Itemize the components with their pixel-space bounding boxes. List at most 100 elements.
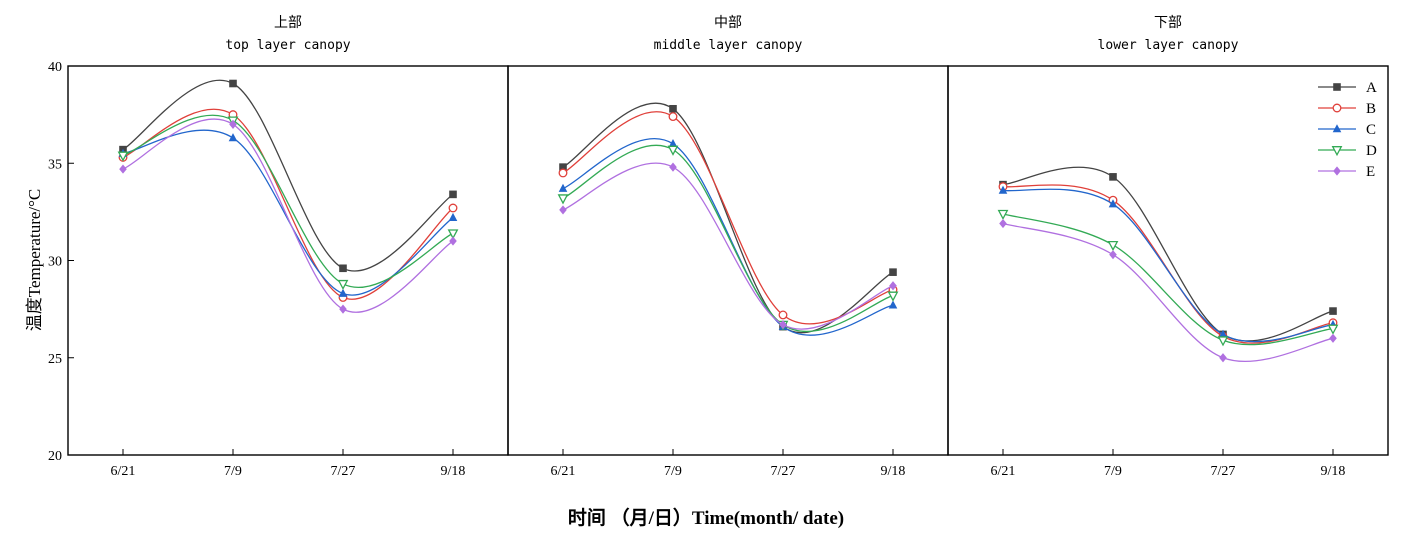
x-tick-label: 6/21	[551, 464, 576, 479]
series-line-A	[562, 102, 894, 334]
data-point-A	[449, 190, 457, 199]
data-point-A	[339, 264, 347, 273]
series-line-D	[562, 144, 894, 332]
legend-label-D: D	[1366, 143, 1377, 159]
x-tick-label: 9/18	[1321, 464, 1346, 479]
data-point-E	[559, 205, 567, 215]
data-point-E	[339, 304, 347, 314]
x-tick-label: 7/9	[1104, 464, 1122, 479]
data-point-E	[1329, 333, 1337, 343]
series-line-E	[122, 118, 454, 313]
data-point-A	[229, 79, 237, 88]
legend-marker-B	[1332, 103, 1342, 113]
series-line-A	[122, 79, 454, 272]
legend-label-C: C	[1366, 122, 1376, 138]
panel-title: 上部	[274, 15, 302, 31]
x-tick-label: 6/21	[991, 464, 1016, 479]
series-line-D	[122, 114, 454, 288]
data-point-B	[778, 310, 788, 320]
x-tick-label: 9/18	[881, 464, 906, 479]
x-tick-label: 7/27	[771, 464, 796, 479]
series-line-D	[1002, 213, 1334, 346]
legend-marker-A	[1333, 83, 1341, 91]
y-tick-label: 20	[48, 449, 62, 464]
x-tick-label: 7/9	[224, 464, 242, 479]
x-axis-title: 时间 （月/日）Time(month/ date)	[568, 506, 844, 529]
data-point-B	[558, 168, 568, 178]
panel-2: 中部 middle layer canopy 6/21 7/9 7/27 9/18	[507, 15, 949, 479]
plot-frame	[947, 65, 1389, 456]
legend-label-B: B	[1366, 101, 1376, 117]
y-axis-title: 温度Temperature/°C	[25, 189, 44, 332]
data-point-A	[889, 268, 897, 276]
data-point-E	[999, 218, 1007, 229]
series-line-C	[1002, 188, 1334, 343]
data-point-D	[667, 145, 679, 156]
x-tick-label: 7/27	[1211, 464, 1236, 479]
series-line-B	[1002, 184, 1334, 344]
data-point-D	[1107, 240, 1119, 252]
x-tick-label: 7/27	[331, 464, 356, 479]
data-point-A	[669, 104, 677, 113]
data-point-C	[448, 212, 458, 222]
legend-label-A: A	[1366, 80, 1377, 96]
panel-title: 中部	[714, 15, 742, 31]
plot-frame	[67, 65, 509, 456]
data-point-D	[1217, 336, 1229, 347]
data-point-A	[559, 163, 567, 171]
data-point-D	[887, 291, 899, 302]
series-line-A	[1002, 166, 1334, 342]
panel-subtitle: middle layer canopy	[654, 38, 803, 53]
series-line-E	[562, 162, 894, 330]
y-tick-label: 40	[48, 60, 62, 75]
data-point-C	[1108, 199, 1118, 208]
data-point-C	[338, 288, 348, 297]
legend-marker-D	[1331, 146, 1343, 157]
plot-frame	[507, 65, 949, 456]
series-line-C	[122, 129, 454, 296]
data-point-C	[668, 139, 678, 148]
panel-title: 下部	[1154, 15, 1182, 31]
series-line-B	[122, 108, 454, 300]
data-point-D	[447, 229, 459, 240]
data-point-C	[998, 185, 1008, 194]
x-tick-label: 7/9	[664, 464, 682, 479]
y-tick-label: 30	[48, 255, 62, 270]
series-line-C	[562, 137, 894, 336]
panel-subtitle: top layer canopy	[225, 38, 350, 53]
data-point-B	[448, 203, 458, 213]
data-point-E	[779, 320, 787, 330]
legend-label-E: E	[1366, 164, 1375, 180]
y-tick-label: 25	[48, 352, 62, 367]
panel-subtitle: lower layer canopy	[1098, 38, 1239, 53]
data-point-D	[557, 194, 569, 205]
legend-marker-E	[1333, 166, 1341, 176]
data-point-C	[228, 133, 238, 142]
data-point-C	[558, 183, 568, 192]
data-point-D	[117, 151, 129, 162]
data-point-E	[229, 119, 237, 129]
data-point-B	[668, 112, 678, 122]
data-point-C	[1218, 329, 1228, 338]
panel-1: 上部 top layer canopy 6/21 7/9 7/27 9/18 20 25 30 3…	[48, 15, 509, 479]
data-point-A	[1329, 307, 1337, 315]
data-point-E	[889, 281, 897, 291]
x-tick-label: 6/21	[111, 464, 136, 479]
data-point-E	[669, 162, 677, 172]
x-tick-label: 9/18	[441, 464, 466, 479]
y-tick-label: 35	[48, 157, 62, 172]
data-point-D	[1327, 324, 1339, 335]
series-line-B	[562, 111, 894, 325]
data-point-D	[997, 209, 1009, 221]
data-point-E	[449, 236, 457, 246]
data-point-D	[337, 279, 349, 291]
data-point-A	[1109, 173, 1117, 181]
data-point-E	[119, 164, 127, 174]
data-point-E	[1109, 250, 1117, 260]
series-line-E	[1002, 222, 1334, 363]
data-point-E	[1219, 353, 1227, 363]
data-point-C	[888, 300, 898, 309]
